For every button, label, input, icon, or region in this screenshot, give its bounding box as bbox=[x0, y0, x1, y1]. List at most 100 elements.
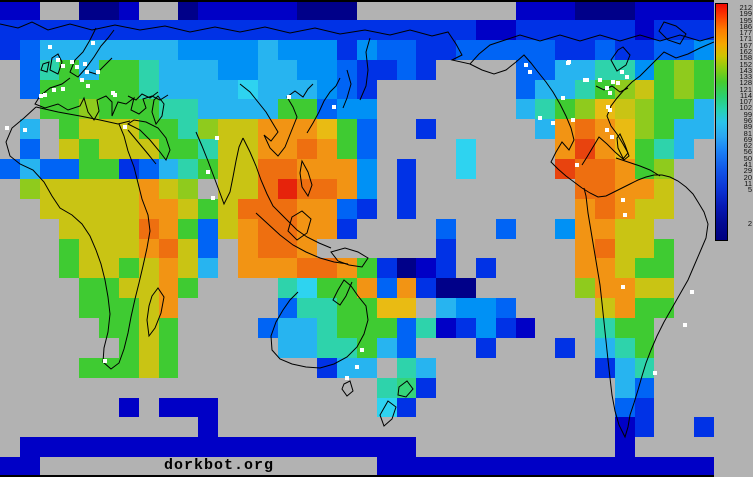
map-cell bbox=[99, 437, 119, 458]
map-cell bbox=[39, 457, 60, 477]
city-dot bbox=[48, 45, 52, 49]
map-cell bbox=[693, 318, 714, 338]
map-cell bbox=[317, 39, 338, 60]
map-cell bbox=[376, 278, 397, 299]
map-cell bbox=[99, 39, 119, 60]
map-cell bbox=[158, 278, 179, 299]
map-cell bbox=[495, 337, 516, 358]
map-cell bbox=[0, 178, 20, 199]
map-cell bbox=[198, 39, 219, 60]
city-dot bbox=[524, 63, 528, 67]
map-cell bbox=[376, 159, 397, 179]
city-dot bbox=[61, 87, 65, 91]
map-cell bbox=[218, 19, 238, 40]
map-cell bbox=[59, 198, 80, 219]
map-cell bbox=[416, 417, 437, 438]
map-cell bbox=[654, 59, 675, 80]
map-cell bbox=[475, 119, 496, 140]
map-cell bbox=[198, 139, 219, 159]
map-cell bbox=[654, 39, 675, 60]
map-cell bbox=[594, 0, 615, 20]
map-cell bbox=[693, 397, 714, 418]
map-cell bbox=[456, 139, 476, 159]
map-cell bbox=[515, 298, 536, 318]
map-cell bbox=[39, 437, 60, 458]
map-cell bbox=[693, 457, 714, 477]
map-cell bbox=[138, 159, 159, 179]
map-cell bbox=[19, 178, 40, 199]
map-cell bbox=[39, 139, 60, 159]
map-cell bbox=[515, 218, 536, 239]
map-cell bbox=[356, 0, 377, 20]
map-cell bbox=[138, 19, 159, 40]
city-dot bbox=[538, 116, 542, 120]
map-cell bbox=[693, 417, 714, 438]
map-cell bbox=[456, 178, 476, 199]
map-cell bbox=[138, 318, 159, 338]
city-dot bbox=[616, 81, 620, 85]
map-cell bbox=[634, 377, 655, 398]
map-cell bbox=[475, 198, 496, 219]
map-cell bbox=[198, 397, 219, 418]
map-cell bbox=[218, 0, 238, 20]
map-cell bbox=[436, 119, 457, 140]
map-cell bbox=[674, 159, 694, 179]
map-cell bbox=[0, 278, 20, 299]
map-cell bbox=[436, 278, 457, 299]
map-cell bbox=[396, 119, 417, 140]
city-dot bbox=[683, 323, 687, 327]
map-cell bbox=[317, 59, 338, 80]
map-cell bbox=[416, 357, 437, 378]
map-cell bbox=[118, 457, 139, 477]
map-cell bbox=[575, 139, 595, 159]
map-cell bbox=[515, 457, 536, 477]
map-cell bbox=[19, 258, 40, 279]
map-cell bbox=[337, 318, 357, 338]
map-cell bbox=[555, 397, 576, 418]
map-cell bbox=[535, 337, 556, 358]
map-cell bbox=[218, 159, 238, 179]
map-cell bbox=[693, 437, 714, 458]
map-cell bbox=[535, 59, 556, 80]
map-cell bbox=[575, 437, 595, 458]
map-cell bbox=[19, 79, 40, 100]
legend-tick-label: 11 bbox=[744, 178, 752, 188]
map-cell bbox=[257, 457, 278, 477]
map-cell bbox=[178, 298, 199, 318]
map-cell bbox=[99, 337, 119, 358]
map-cell bbox=[594, 457, 615, 477]
map-cell bbox=[0, 39, 20, 60]
map-cell bbox=[257, 59, 278, 80]
map-cell bbox=[59, 139, 80, 159]
city-dot bbox=[621, 198, 625, 202]
map-cell bbox=[0, 298, 20, 318]
map-cell bbox=[555, 417, 576, 438]
map-cell bbox=[436, 457, 457, 477]
map-bottom-border bbox=[0, 475, 714, 477]
map-cell bbox=[555, 139, 576, 159]
map-cell bbox=[0, 139, 20, 159]
map-cell bbox=[356, 417, 377, 438]
map-cell bbox=[376, 357, 397, 378]
map-cell bbox=[99, 99, 119, 120]
map-cell bbox=[317, 0, 338, 20]
map-cell bbox=[39, 119, 60, 140]
map-cell bbox=[39, 417, 60, 438]
map-cell bbox=[237, 139, 258, 159]
map-cell bbox=[297, 39, 318, 60]
map-cell bbox=[317, 139, 338, 159]
map-cell bbox=[456, 278, 476, 299]
map-cell bbox=[178, 218, 199, 239]
map-cell bbox=[456, 59, 476, 80]
map-cell bbox=[495, 39, 516, 60]
legend-tick-label: 195 bbox=[739, 15, 752, 25]
map-cell bbox=[416, 218, 437, 239]
map-cell bbox=[79, 238, 100, 259]
map-cell bbox=[277, 318, 298, 338]
city-dot bbox=[211, 196, 215, 200]
map-cell bbox=[0, 457, 20, 477]
map-cell bbox=[337, 19, 357, 40]
map-cell bbox=[356, 19, 377, 40]
city-dot bbox=[39, 94, 43, 98]
map-cell bbox=[19, 59, 40, 80]
